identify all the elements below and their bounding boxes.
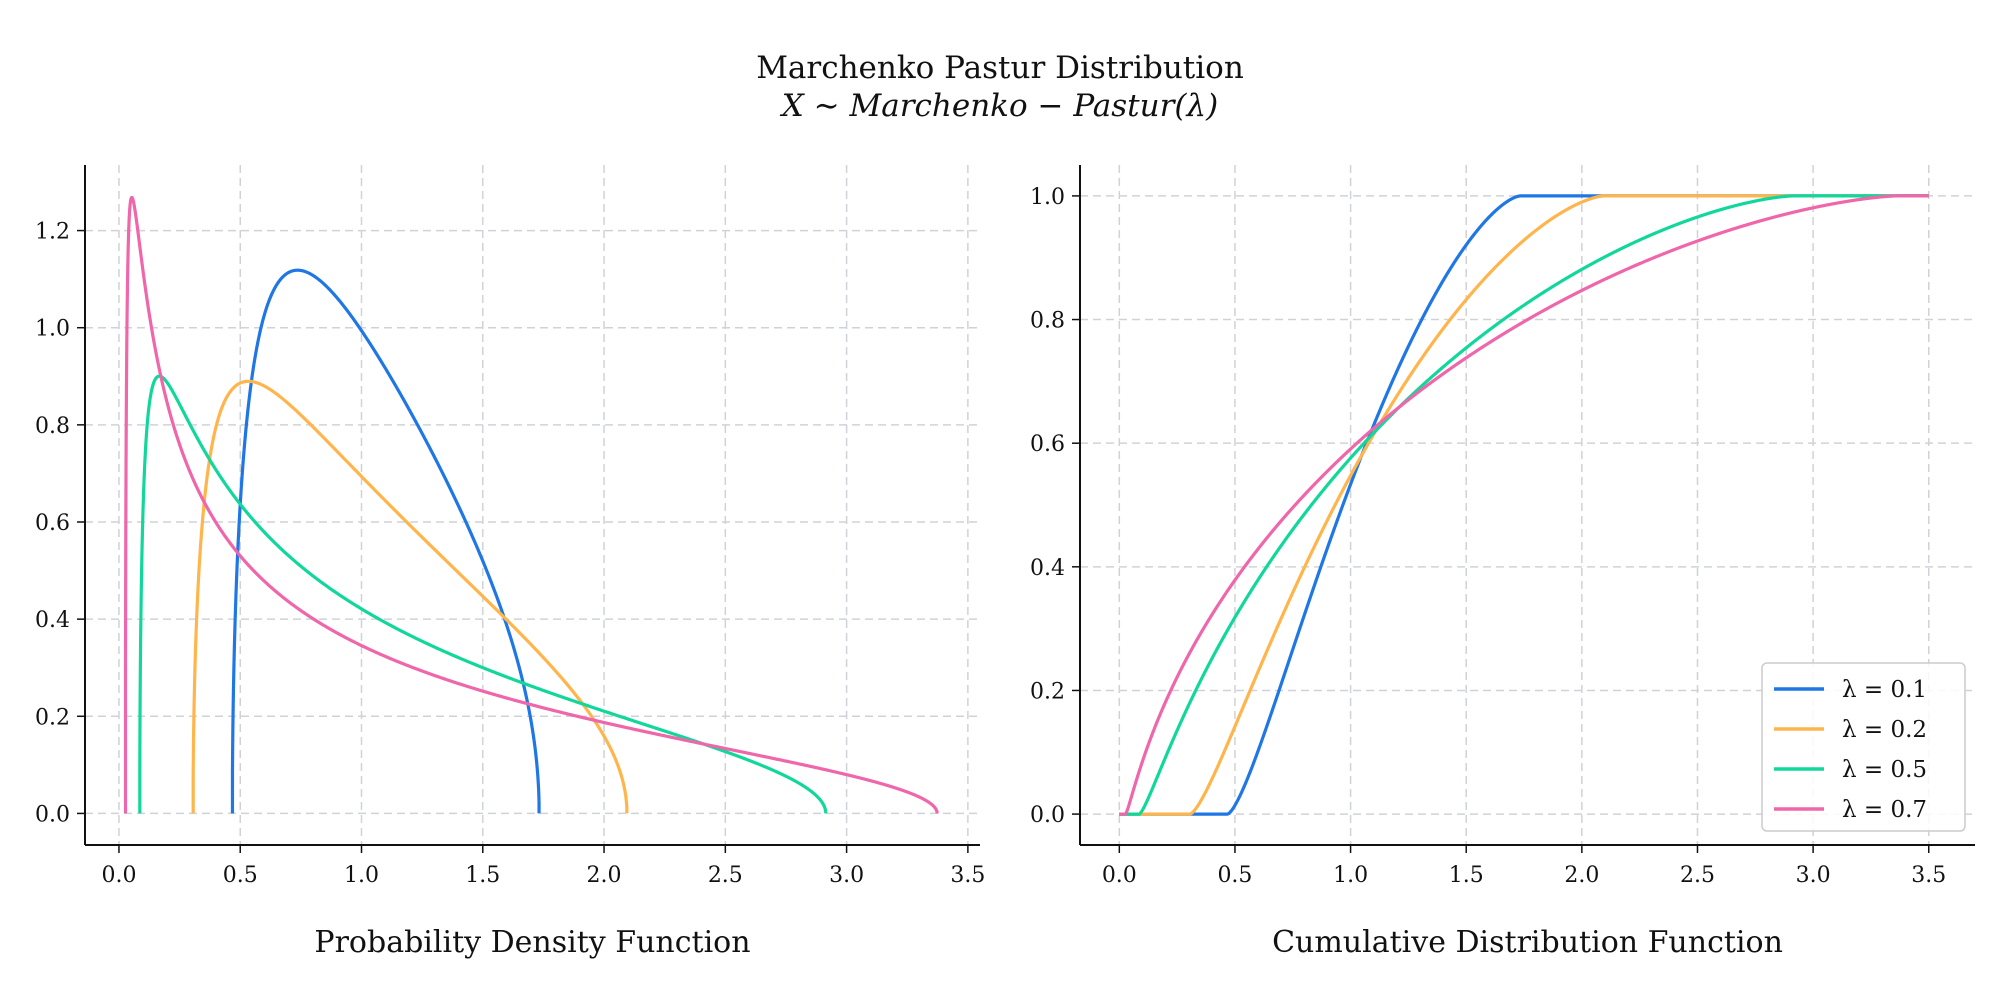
y-tick-label: 0.2 xyxy=(35,705,70,730)
y-tick-label: 0.4 xyxy=(1030,556,1065,581)
x-axis-title: Probability Density Function xyxy=(314,925,750,960)
x-tick-label: 3.0 xyxy=(829,863,864,888)
legend-box xyxy=(1761,662,1966,832)
cdf-panel: 0.0 0.5 1.0 1.5 2.0 2.5 3.0 3.5 0.0 0.2 0.4 0.6 0.8 1… xyxy=(1030,165,1975,960)
legend-label: λ = 0.5 xyxy=(1842,757,1927,783)
y-tick-label: 0.4 xyxy=(35,608,70,633)
x-tick-label: 1.0 xyxy=(344,863,379,888)
series-line-0_1 xyxy=(230,268,541,814)
y-tick-label: 0.0 xyxy=(35,802,70,827)
pdf-panel: 0.0 0.5 1.0 1.5 2.0 2.5 3.0 3.5 0.0 0.2 0.4 0.6 0.8 1… xyxy=(35,165,985,960)
x-tick-label: 2.5 xyxy=(1680,863,1715,888)
x-tick-label: 3.5 xyxy=(950,863,985,888)
x-tick-label: 0.0 xyxy=(101,863,136,888)
x-tick-label: 2.5 xyxy=(708,863,743,888)
y-tick-label: 0.6 xyxy=(35,511,70,536)
x-tick-label: 1.5 xyxy=(465,863,500,888)
y-tick-label: 0.0 xyxy=(1030,803,1065,828)
x-tick-label: 2.0 xyxy=(1564,863,1599,888)
x-tick-label: 0.0 xyxy=(1102,863,1137,888)
y-tick-label: 1.0 xyxy=(1030,185,1065,210)
legend-label: λ = 0.1 xyxy=(1842,677,1927,703)
series-line-0_5 xyxy=(138,374,828,814)
y-tick-label: 0.8 xyxy=(1030,309,1065,334)
x-tick-label: 0.5 xyxy=(1217,863,1252,888)
y-tick-label: 1.0 xyxy=(35,317,70,342)
legend-label: λ = 0.7 xyxy=(1842,797,1927,823)
x-tick-label: 0.5 xyxy=(223,863,258,888)
x-axis-title: Cumulative Distribution Function xyxy=(1272,925,1783,960)
y-tick-label: 1.2 xyxy=(35,220,70,245)
chart-title: Marchenko Pastur Distribution xyxy=(756,50,1244,86)
x-tick-label: 1.0 xyxy=(1333,863,1368,888)
series-line-0_5 xyxy=(1118,194,1930,816)
legend: λ = 0.1 λ = 0.2 λ = 0.5 λ = 0.7 xyxy=(1761,662,1966,832)
y-tick-label: 0.2 xyxy=(1030,679,1065,704)
legend-label: λ = 0.2 xyxy=(1842,717,1927,743)
x-tick-label: 3.5 xyxy=(1911,863,1946,888)
series-line-0_7 xyxy=(1118,194,1930,816)
y-tick-label: 0.6 xyxy=(1030,432,1065,457)
series-line-0_2 xyxy=(191,379,629,814)
x-tick-label: 3.0 xyxy=(1796,863,1831,888)
x-tick-label: 2.0 xyxy=(587,863,622,888)
chart-subtitle: X ∼ Marchenko − Pastur(λ) xyxy=(781,88,1219,124)
y-tick-label: 0.8 xyxy=(35,414,70,439)
x-tick-label: 1.5 xyxy=(1449,863,1484,888)
series-line-0_7 xyxy=(123,195,939,814)
